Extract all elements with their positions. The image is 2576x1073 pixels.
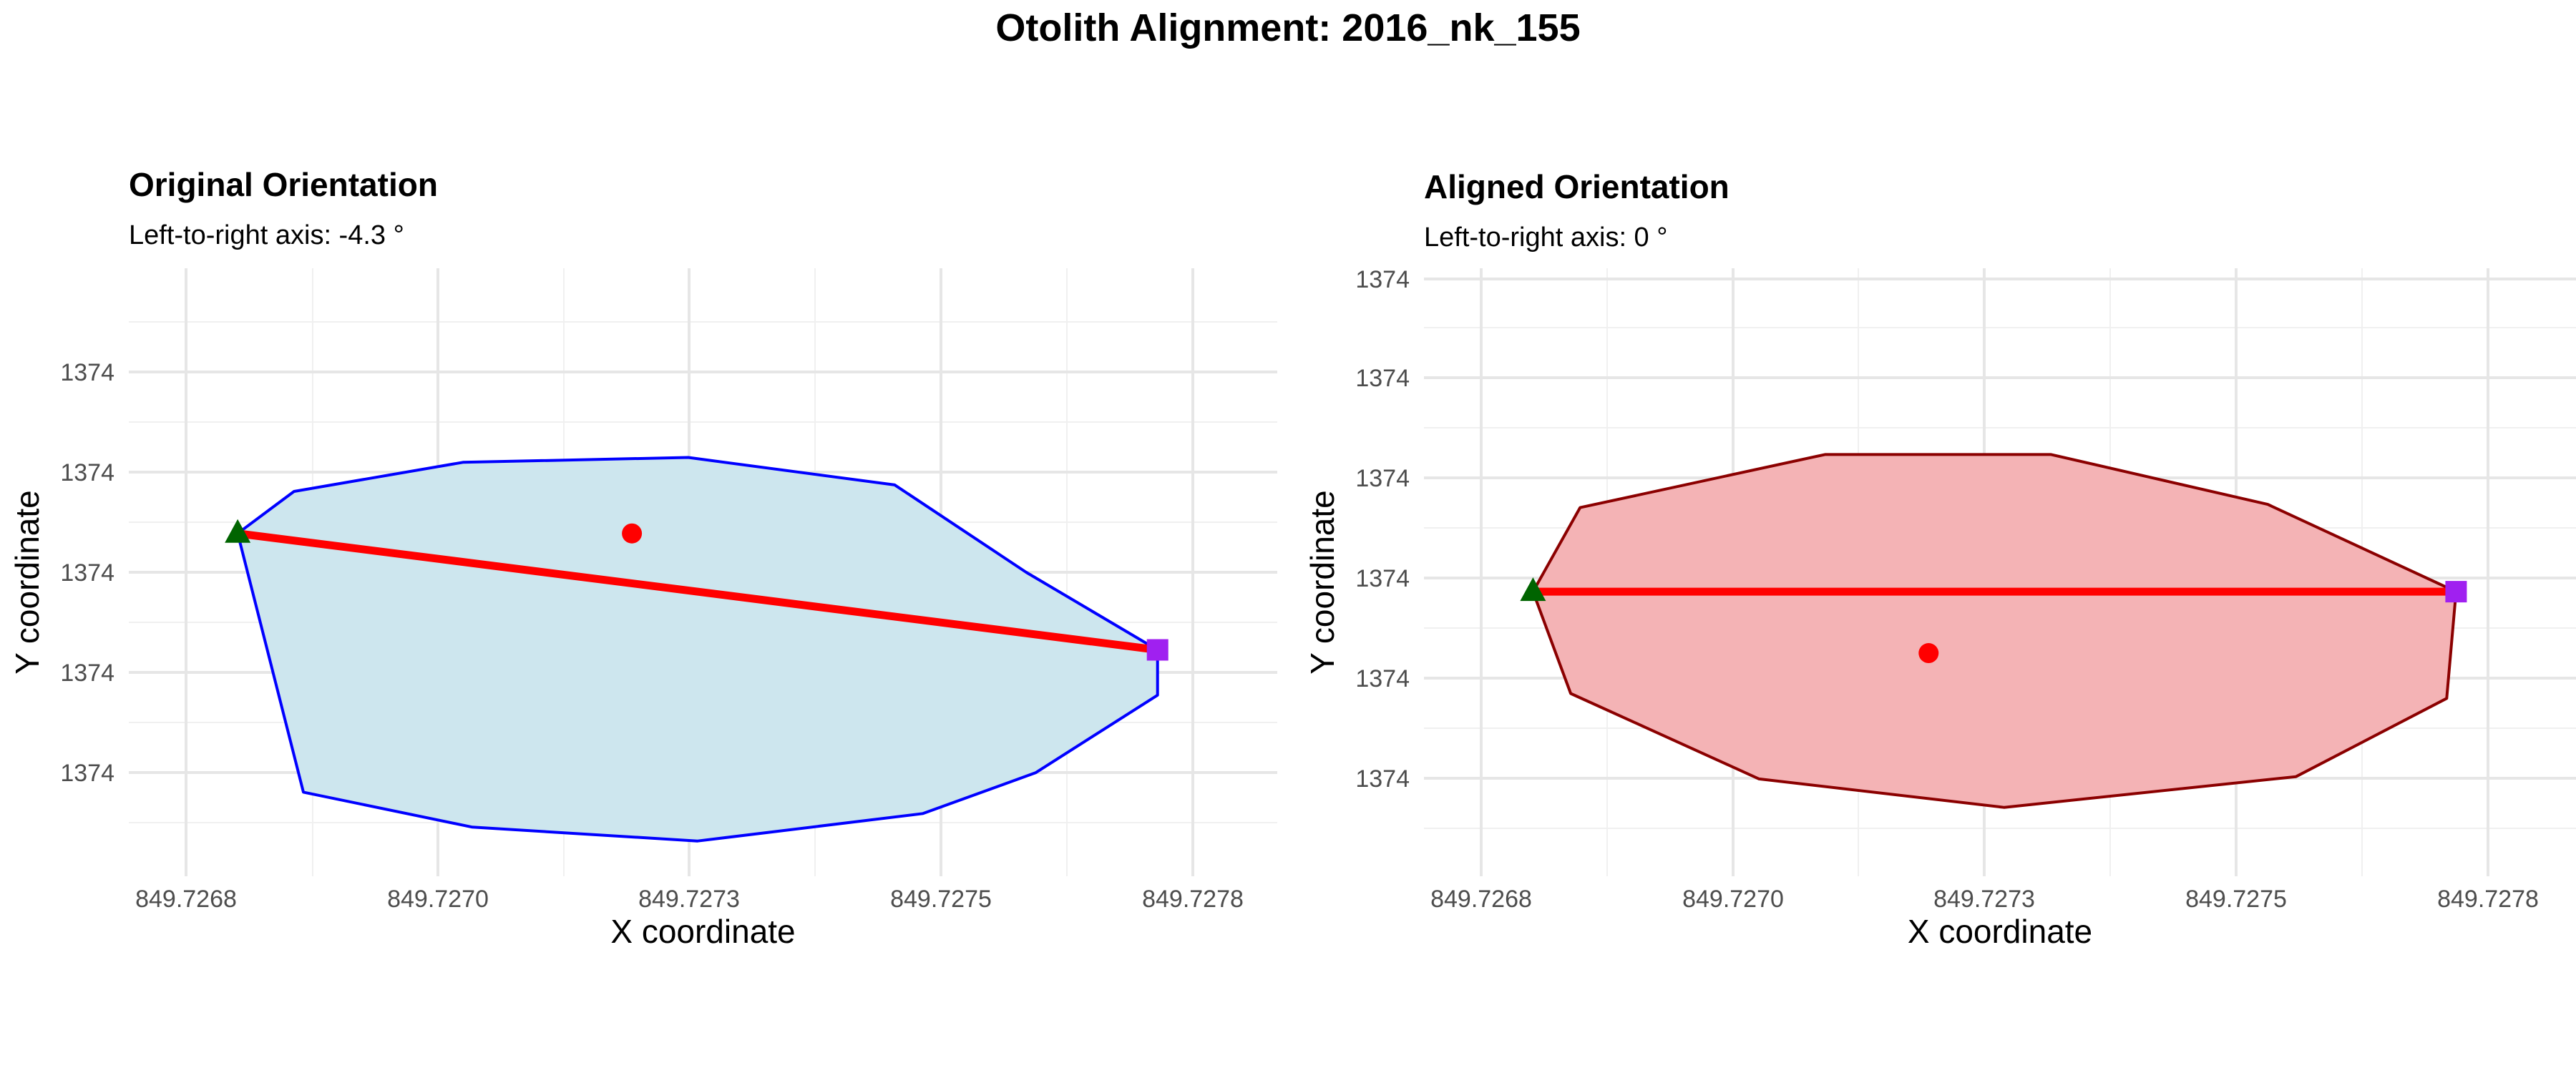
y-tick-label: 1374 <box>1355 266 1410 293</box>
y-axis-label: Y coordinate <box>9 490 46 674</box>
y-tick-label: 1374 <box>1355 365 1410 392</box>
y-tick-label: 1374 <box>60 359 114 386</box>
panel-title: Aligned Orientation <box>1424 168 1729 205</box>
x-tick-label: 849.7278 <box>1142 886 1244 913</box>
left-right-axis-line <box>237 529 1158 654</box>
figure-title: Otolith Alignment: 2016_nk_155 <box>995 6 1581 49</box>
y-tick-label: 1374 <box>60 760 114 787</box>
x-tick-label: 849.7270 <box>1682 886 1784 913</box>
y-tick-label: 1374 <box>60 660 114 687</box>
left-point-triangle <box>225 519 251 543</box>
panel-aligned-orientation: Aligned Orientation Left-to-right axis: … <box>1288 0 2576 1073</box>
x-tick-label: 849.7270 <box>387 886 489 913</box>
panel-original-orientation: Original Orientation Left-to-right axis:… <box>9 166 1277 950</box>
x-axis-label: X coordinate <box>1908 913 2092 950</box>
y-tick-label: 1374 <box>1355 465 1410 492</box>
y-tick-label: 1374 <box>1355 565 1410 592</box>
right-point-square <box>2445 581 2467 603</box>
y-tick-label: 1374 <box>60 459 114 486</box>
x-tick-label: 849.7275 <box>890 886 992 913</box>
centroid-point <box>1918 643 1939 664</box>
y-tick-label: 1374 <box>60 559 114 587</box>
right-point-square <box>1146 639 1169 661</box>
x-tick-label: 849.7278 <box>2437 886 2539 913</box>
x-tick-label: 849.7268 <box>1430 886 1532 913</box>
plot-aligned: 849.7268 849.7270 849.7273 849.7275 849.7278… <box>1304 266 2576 950</box>
x-tick-label: 849.7273 <box>638 886 740 913</box>
x-tick-label: 849.7275 <box>2185 886 2287 913</box>
x-tick-label: 849.7268 <box>135 886 237 913</box>
centroid-point <box>622 523 643 544</box>
x-tick-label: 849.7273 <box>1933 886 2035 913</box>
panel-subtitle: Left-to-right axis: -4.3 ° <box>129 220 404 250</box>
x-axis-label: X coordinate <box>610 913 795 950</box>
panel-subtitle: Left-to-right axis: 0 ° <box>1424 222 1668 253</box>
otolith-outline <box>1531 453 2458 809</box>
y-tick-label: 1374 <box>1355 665 1410 692</box>
left-point-triangle <box>1520 577 1546 602</box>
y-axis-label: Y coordinate <box>1304 490 1341 674</box>
panel-title: Original Orientation <box>129 166 438 203</box>
otolith-outline <box>236 456 1159 843</box>
y-tick-label: 1374 <box>1355 765 1410 793</box>
plot-original: 849.7268 849.7270 849.7273 849.7275 849.7278… <box>9 268 1277 950</box>
